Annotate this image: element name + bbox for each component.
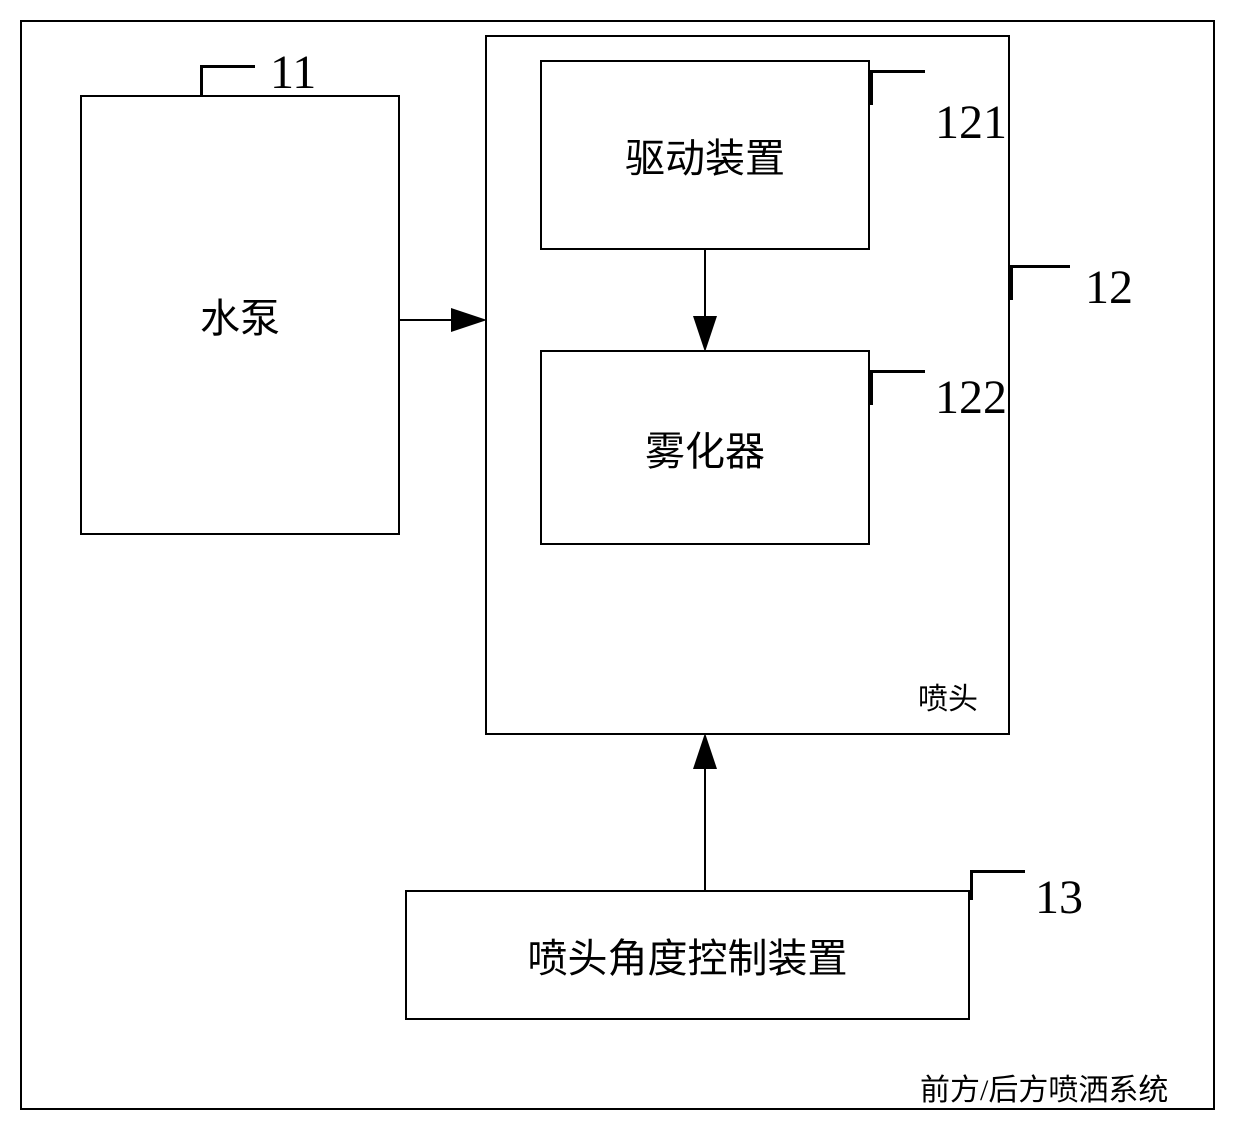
ref-12: 12 — [1085, 260, 1133, 315]
ref-11: 11 — [270, 45, 316, 100]
leader-121-v — [870, 70, 873, 105]
arrow-pump-to-nozzle — [0, 0, 1240, 1130]
leader-13-v — [970, 870, 973, 900]
system-caption: 前方/后方喷洒系统 — [920, 1065, 1168, 1109]
leader-11-v — [200, 65, 203, 95]
ref-121: 121 — [935, 95, 1007, 150]
ref-122: 122 — [935, 370, 1007, 425]
leader-11-h — [200, 65, 255, 68]
leader-13-h — [970, 870, 1025, 873]
leader-121-h — [870, 70, 925, 73]
leader-122-h — [870, 370, 925, 373]
ref-13: 13 — [1035, 870, 1083, 925]
leader-12-h — [1010, 265, 1070, 268]
leader-122-v — [870, 370, 873, 405]
leader-12-v — [1010, 265, 1013, 300]
